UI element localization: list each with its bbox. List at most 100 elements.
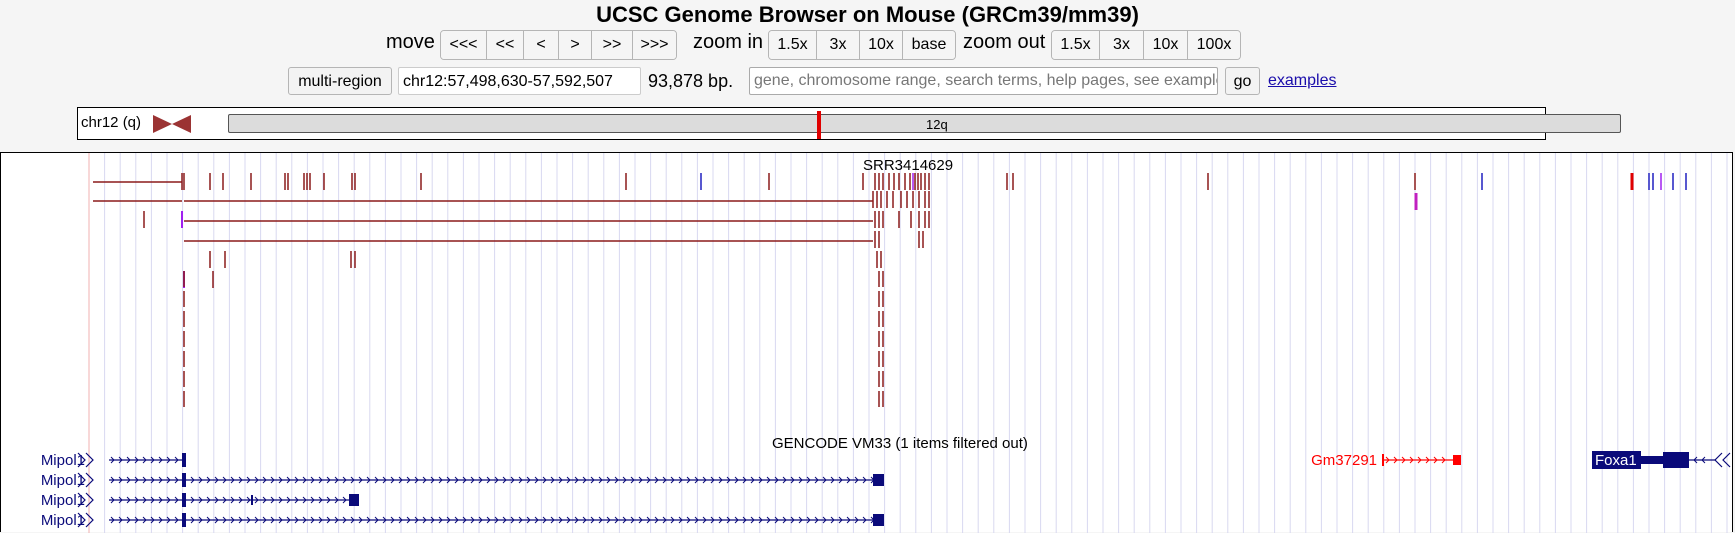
strand-arrow: [158, 456, 163, 464]
strand-arrow: [614, 516, 619, 524]
gene-label-mipol1[interactable]: Mipol1: [41, 512, 85, 529]
strand-arrow: [830, 476, 835, 484]
strand-arrow: [790, 476, 795, 484]
strand-arrow: [310, 496, 315, 504]
strand-arrow: [662, 476, 667, 484]
zoom-out-button-group: 1.5x 3x 10x 100x: [1051, 30, 1241, 60]
zoom-in-1-5x-button[interactable]: 1.5x: [769, 31, 817, 59]
strand-arrow: [486, 516, 491, 524]
strand-arrow: [846, 476, 851, 484]
move-small-right-button[interactable]: >: [559, 31, 592, 59]
strand-arrow: [174, 476, 179, 484]
strand-arrow: [526, 476, 531, 484]
go-button[interactable]: go: [1225, 67, 1260, 95]
strand-arrow: [254, 476, 259, 484]
strand-arrow: [406, 516, 411, 524]
strand-arrow: [342, 476, 347, 484]
offscreen-arrow: [1722, 452, 1731, 468]
strand-arrow: [606, 516, 611, 524]
strand-arrow: [686, 516, 691, 524]
search-input[interactable]: gene, chromosome range, search terms, he…: [749, 67, 1218, 95]
strand-arrow: [1385, 456, 1390, 464]
chromosome-label: chr12 (q): [81, 114, 142, 131]
strand-arrow: [838, 516, 843, 524]
zoom-to-base-button[interactable]: base: [903, 31, 955, 59]
strand-arrow: [750, 476, 755, 484]
strand-arrow: [750, 516, 755, 524]
strand-arrow: [430, 516, 435, 524]
strand-arrow: [486, 476, 491, 484]
strand-arrow: [566, 476, 571, 484]
strand-arrow: [118, 496, 123, 504]
zoom-in-10x-button[interactable]: 10x: [860, 31, 903, 59]
strand-arrow: [158, 516, 163, 524]
strand-arrow: [166, 456, 171, 464]
move-far-right-button[interactable]: >>>: [633, 31, 676, 59]
zoom-out-10x-button[interactable]: 10x: [1144, 31, 1188, 59]
zoom-out-1-5x-button[interactable]: 1.5x: [1052, 31, 1100, 59]
strand-arrow: [694, 516, 699, 524]
strand-arrow: [670, 476, 675, 484]
strand-arrow: [206, 496, 211, 504]
strand-arrow: [1417, 456, 1422, 464]
strand-arrow: [126, 456, 131, 464]
strand-arrow: [286, 496, 291, 504]
gene-label-foxa1[interactable]: Foxa1: [1595, 452, 1637, 469]
range-size-text: 93,878 bp.: [648, 71, 734, 91]
strand-arrow: [438, 476, 443, 484]
strand-arrow: [854, 476, 859, 484]
chromosome-bar: 12q: [228, 114, 1621, 133]
strand-arrow: [454, 476, 459, 484]
zoom-out-label: zoom out: [963, 31, 1046, 53]
examples-link[interactable]: examples: [1268, 72, 1337, 89]
strand-arrow: [542, 476, 547, 484]
strand-arrow: [334, 476, 339, 484]
track-image-panel[interactable]: SRR3414629 GENCODE VM33 (1 items filtere…: [0, 152, 1733, 533]
chromosome-ideogram[interactable]: chr12 (q) 12q: [77, 107, 1621, 140]
strand-arrow: [710, 476, 715, 484]
strand-arrow: [430, 476, 435, 484]
strand-arrow: [638, 516, 643, 524]
offscreen-arrow: [77, 452, 86, 468]
gene-label-mipol1[interactable]: Mipol1: [41, 492, 85, 509]
gene-exon: [1453, 455, 1461, 465]
strand-arrow: [478, 476, 483, 484]
gene-exon: [182, 493, 186, 507]
strand-arrow: [582, 516, 587, 524]
strand-arrow: [414, 476, 419, 484]
gencode-track-label: GENCODE VM33 (1 items filtered out): [772, 435, 1028, 452]
zoom-out-100x-button[interactable]: 100x: [1188, 31, 1240, 59]
zoom-in-3x-button[interactable]: 3x: [817, 31, 860, 59]
strand-arrow: [806, 516, 811, 524]
gene-label-mipol1[interactable]: Mipol1: [41, 452, 85, 469]
multi-region-button[interactable]: multi-region: [288, 67, 392, 95]
strand-arrow: [246, 496, 251, 504]
strand-arrow: [214, 476, 219, 484]
strand-arrow: [654, 516, 659, 524]
strand-arrow: [254, 496, 259, 504]
zoom-out-3x-button[interactable]: 3x: [1100, 31, 1144, 59]
strand-arrow: [206, 476, 211, 484]
strand-arrow: [1693, 456, 1698, 464]
strand-arrow: [638, 476, 643, 484]
strand-arrow: [318, 476, 323, 484]
gene-label-gm37291[interactable]: Gm37291: [1311, 452, 1377, 469]
strand-arrow: [766, 476, 771, 484]
strand-arrow: [390, 476, 395, 484]
strand-arrow: [134, 516, 139, 524]
move-left-button[interactable]: <<: [487, 31, 524, 59]
strand-arrow: [526, 516, 531, 524]
strand-arrow: [262, 516, 267, 524]
move-small-left-button[interactable]: <: [524, 31, 559, 59]
move-far-left-button[interactable]: <<<: [441, 31, 487, 59]
move-right-button[interactable]: >>: [592, 31, 633, 59]
strand-arrow: [118, 476, 123, 484]
position-range-field[interactable]: chr12:57,498,630-57,592,507: [398, 67, 641, 95]
strand-arrow: [294, 496, 299, 504]
strand-arrow: [142, 516, 147, 524]
strand-arrow: [382, 476, 387, 484]
gene-exon: [1641, 456, 1663, 464]
strand-arrow: [326, 516, 331, 524]
strand-arrow: [342, 496, 347, 504]
gene-label-mipol1[interactable]: Mipol1: [41, 472, 85, 489]
